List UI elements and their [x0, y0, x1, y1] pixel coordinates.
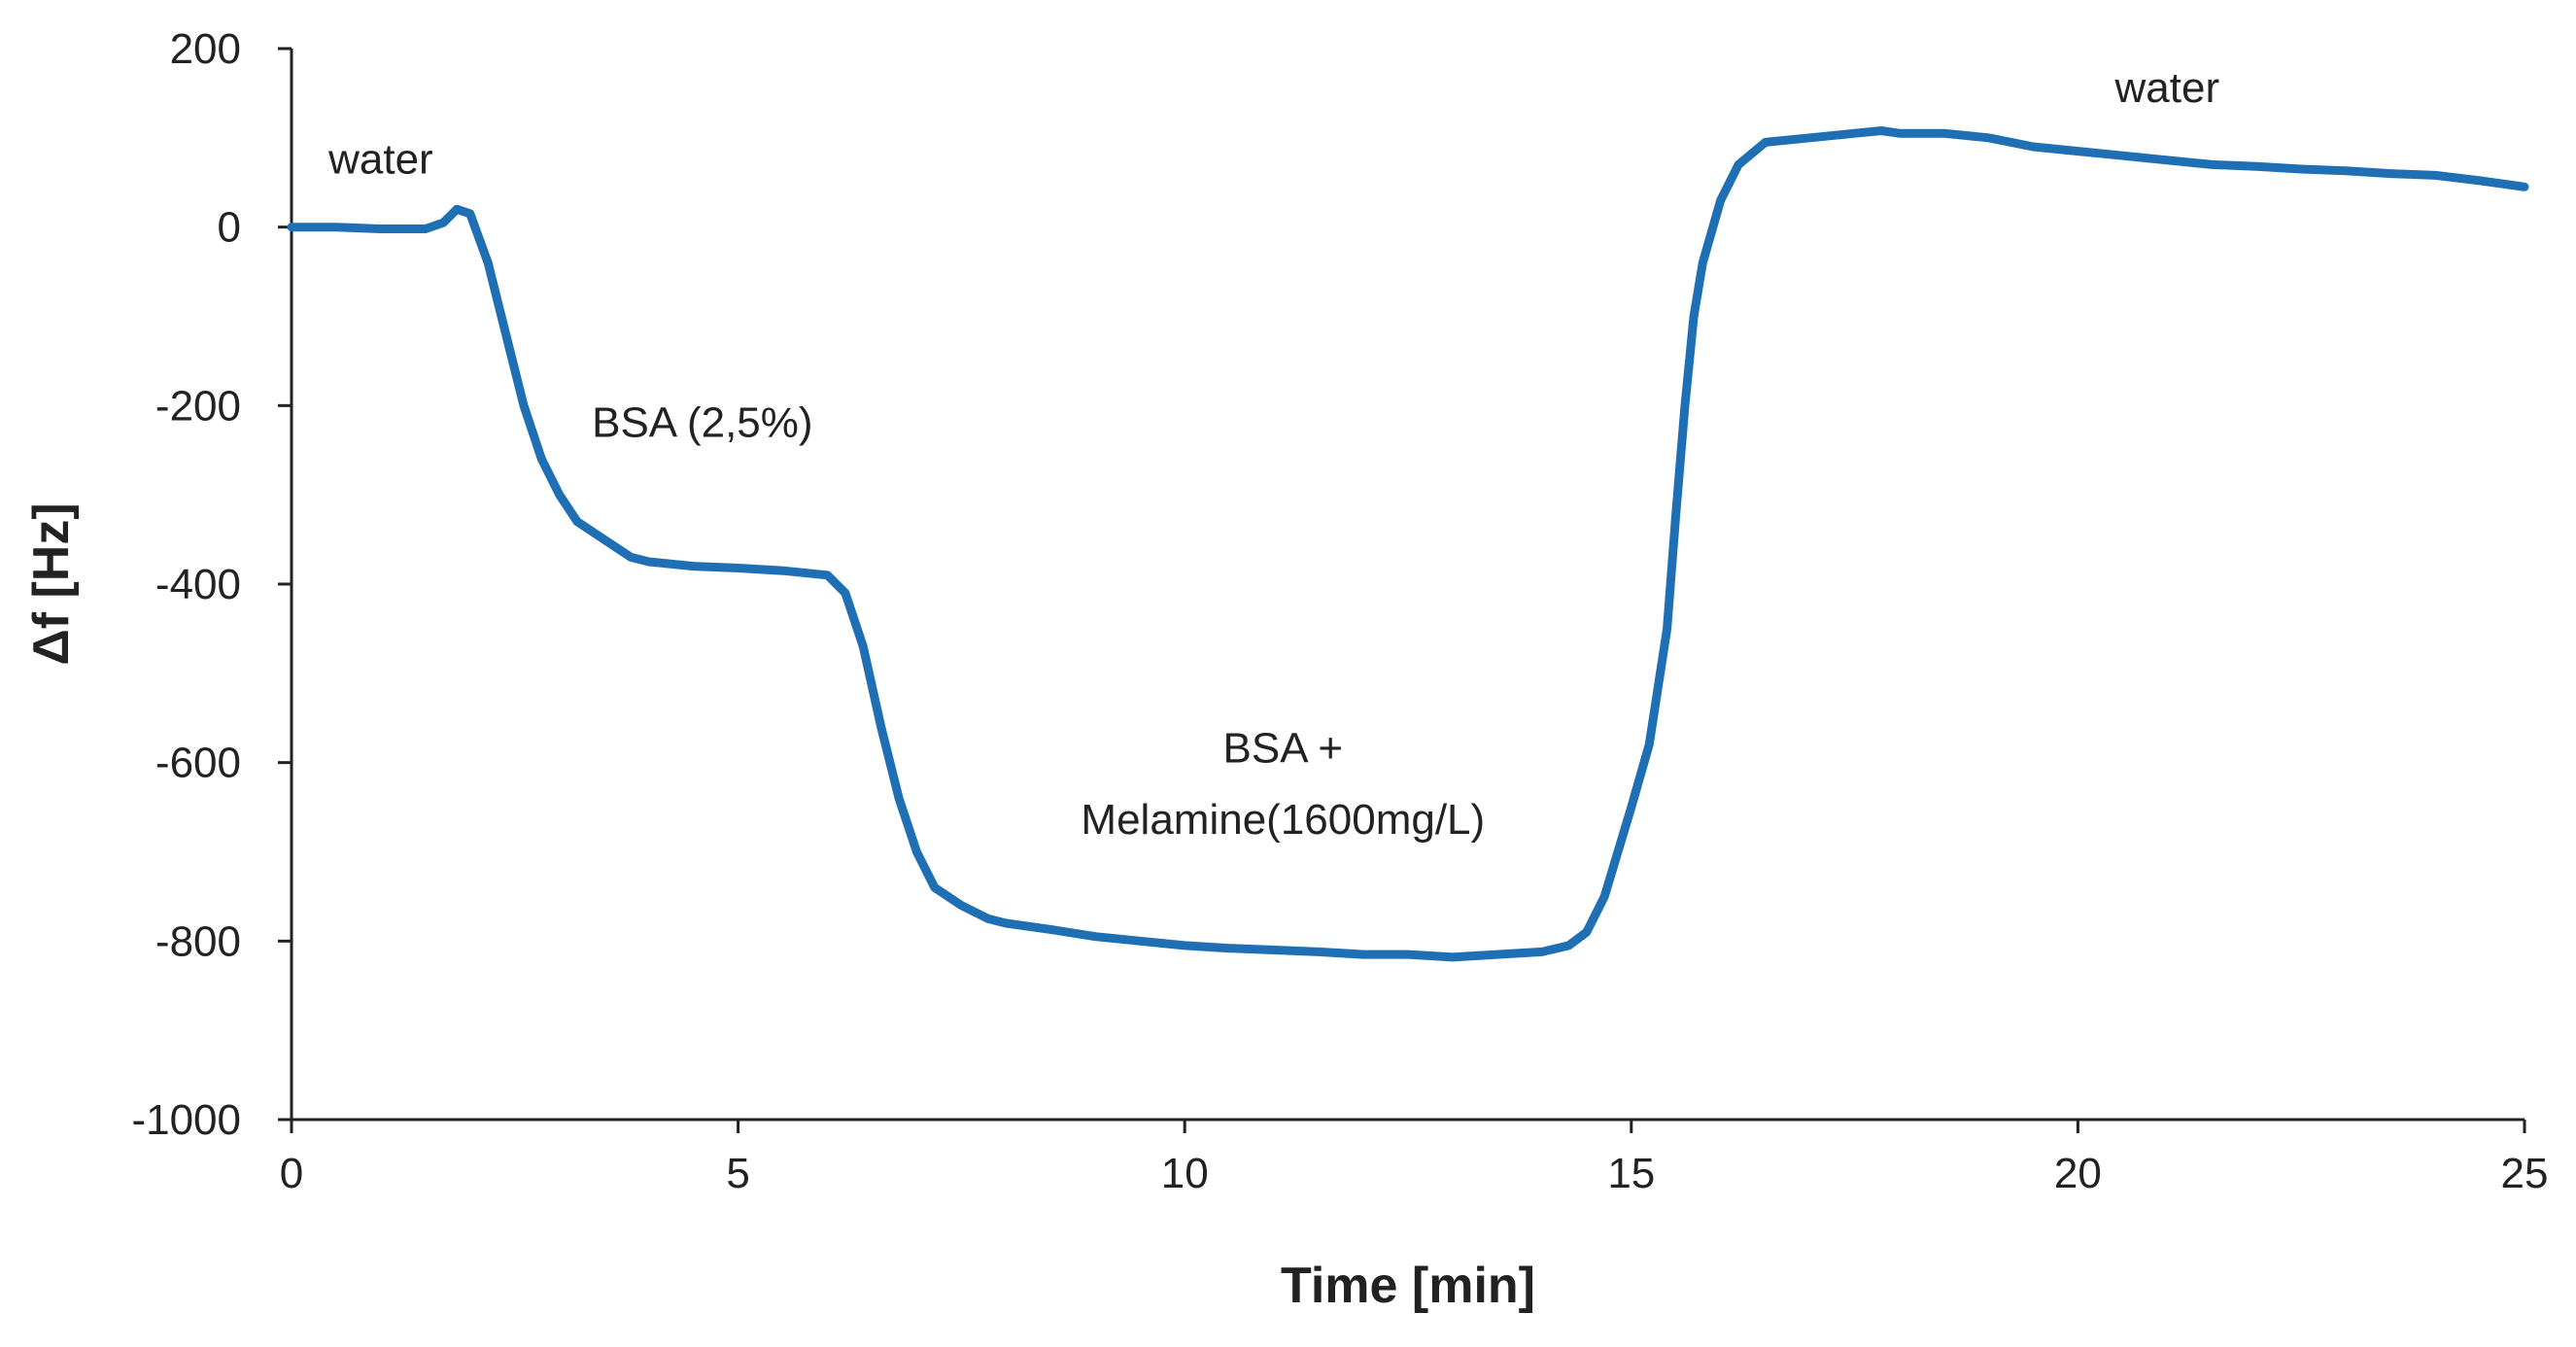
y-tick-label: -200	[155, 382, 241, 430]
y-axis-title: Δf [Hz]	[23, 502, 80, 665]
ticks: 200 0 -200 -400 -600 -800 -1000 0 5 10 15 20 25	[131, 25, 2548, 1197]
y-tick-label: 200	[170, 25, 241, 73]
annotation-label: water	[327, 136, 433, 184]
y-tick-label: -400	[155, 561, 241, 608]
x-tick-label: 20	[2054, 1150, 2102, 1197]
annotation-label: BSA +	[1223, 725, 1344, 773]
y-tick-label: -600	[155, 740, 241, 787]
series	[287, 126, 2529, 962]
annotation-label: Melamine(1600mg/L)	[1081, 796, 1485, 844]
x-tick-label: 15	[1607, 1150, 1655, 1197]
y-tick-label: -1000	[131, 1096, 241, 1144]
x-axis-title: Time [min]	[1281, 1258, 1535, 1314]
x-tick-label: 5	[726, 1150, 749, 1197]
axes	[290, 49, 2524, 1122]
y-tick-label: -800	[155, 917, 241, 965]
annotations: water BSA (2,5%) BSA + Melamine(1600mg/L) wa…	[327, 64, 2219, 844]
x-tick-label: 25	[2501, 1150, 2549, 1197]
y-tick-label: 0	[218, 204, 241, 252]
annotation-label: BSA (2,5%)	[592, 398, 812, 446]
x-tick-label: 10	[1161, 1150, 1209, 1197]
annotation-label: water	[2114, 64, 2220, 112]
x-tick-label: 0	[280, 1150, 303, 1197]
series-line	[287, 126, 2529, 962]
